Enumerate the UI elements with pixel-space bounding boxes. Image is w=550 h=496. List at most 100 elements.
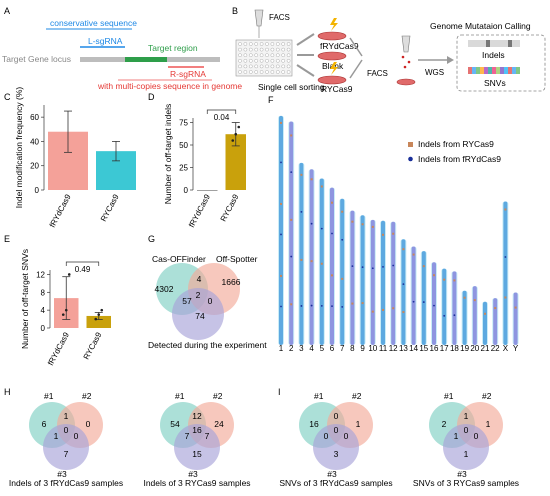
indel-frydcas9-mark (361, 266, 364, 269)
indel-frydcas9-mark (331, 305, 333, 308)
chromosome-10 (370, 219, 375, 345)
venn-value-center: 0 (64, 425, 69, 435)
plate-well (254, 59, 259, 63)
data-point (234, 132, 238, 136)
p-value-label: 0.49 (75, 265, 91, 274)
plate-well (275, 59, 280, 63)
chromosome-11 (381, 220, 385, 345)
indels-label: Indels (482, 50, 505, 60)
plate-well (281, 64, 286, 69)
venn-value-13: 0 (324, 431, 329, 441)
indel-rycas9-mark (310, 178, 313, 181)
chromosome-label: 17 (440, 344, 449, 353)
venn-caption: Indels of 3 fRYdCas9 samples (9, 478, 123, 488)
chromosome-7 (340, 198, 345, 345)
indel-rycas9-mark (504, 296, 507, 299)
dish-blank-icon (317, 51, 347, 61)
y-tick-label: 0 (35, 186, 40, 195)
plate-well (265, 53, 269, 58)
snv-segment (492, 67, 496, 74)
chromosome-1 (279, 115, 283, 345)
indel-rycas9-mark (290, 303, 293, 306)
target-region-label: Target region (148, 43, 198, 53)
plate-well (259, 42, 264, 46)
venn-value-only-2: 1 (486, 419, 491, 429)
indel-frydcas9-mark (310, 222, 313, 225)
legend-rycas9-label: Indels from RYCas9 (418, 139, 494, 149)
chromosome-label: 14 (409, 344, 418, 353)
plate-well (243, 70, 248, 74)
plate-well (265, 47, 269, 52)
panel-d: D 0 25 50 75 Number of off-target indels fRYd… (148, 92, 246, 229)
plate-well (248, 70, 253, 74)
snv-segment (476, 67, 480, 74)
panel-letter-h: H (4, 387, 11, 397)
plate-well (286, 47, 291, 52)
p-value-label: 0.04 (214, 113, 230, 122)
indel-rycas9-mark (504, 208, 507, 211)
venn-value-only-3: 7 (64, 449, 69, 459)
bar (86, 315, 111, 328)
indel-frydcas9-mark (412, 300, 415, 303)
indel-rycas9-mark (320, 262, 323, 265)
indel-rycas9-mark (300, 173, 303, 176)
data-point (231, 139, 235, 142)
plate-well (238, 59, 242, 63)
facs-funnel-2-icon (401, 35, 411, 53)
indel-rycas9-mark (382, 233, 384, 236)
plate-well (270, 70, 275, 74)
indel-mark (486, 40, 490, 47)
plate-well (281, 70, 286, 74)
set-label-3: #3 (57, 469, 67, 479)
indel-rycas9-mark (300, 258, 303, 261)
chromosome-label: 9 (360, 344, 365, 353)
snv-segment (504, 67, 508, 74)
chromosome-19 (462, 290, 467, 345)
plate-well (275, 42, 280, 46)
y-tick-label: 8 (41, 288, 46, 297)
venn-value-12: 0 (334, 411, 339, 421)
plate-well (259, 53, 264, 58)
indel-frydcas9-mark (320, 227, 323, 230)
indel-rycas9-mark (280, 121, 282, 124)
chromosome-label: 2 (289, 344, 294, 353)
snv-segment (516, 67, 520, 74)
indel-rycas9-mark (361, 223, 364, 226)
indel-rycas9-mark (290, 218, 293, 221)
venn-value-23: 0 (474, 431, 479, 441)
indel-rycas9-mark (351, 302, 354, 305)
indel-rycas9-mark (331, 201, 333, 204)
indel-frydcas9-mark (351, 265, 354, 268)
plate-well (270, 53, 275, 58)
plate-well (254, 47, 259, 52)
plate-well (265, 59, 269, 63)
set-label-2: #2 (482, 391, 492, 401)
data-point (67, 273, 71, 276)
snv-segment (484, 67, 488, 74)
data-point (237, 125, 241, 129)
dish-frydcas9-icon (317, 18, 347, 41)
converge-line-bottom (349, 59, 363, 79)
target-gene-locus-label: Target Gene locus (2, 54, 71, 64)
indel-frydcas9-mark (331, 232, 333, 235)
venn-circle-detected (172, 288, 224, 340)
indel-rycas9-mark (402, 311, 405, 314)
plate-well (286, 53, 291, 58)
plate-well (254, 64, 259, 69)
snv-segment (480, 67, 484, 74)
l-sgrna-label: L-sgRNA (88, 36, 123, 46)
indel-rycas9-mark (392, 232, 395, 235)
chromosome-13 (401, 239, 406, 345)
sorted-cell-dot (407, 60, 411, 64)
set-label-2: #2 (213, 391, 223, 401)
indel-frydcas9-mark (402, 283, 405, 286)
indel-rycas9-mark (484, 312, 486, 315)
set-label-1: #1 (175, 391, 185, 401)
indel-rycas9-mark (494, 307, 497, 310)
chromosome-label: 8 (350, 344, 355, 353)
y-tick-label: 12 (36, 270, 45, 279)
chromosome-3 (299, 162, 304, 345)
panel-letter-d: D (148, 92, 155, 102)
